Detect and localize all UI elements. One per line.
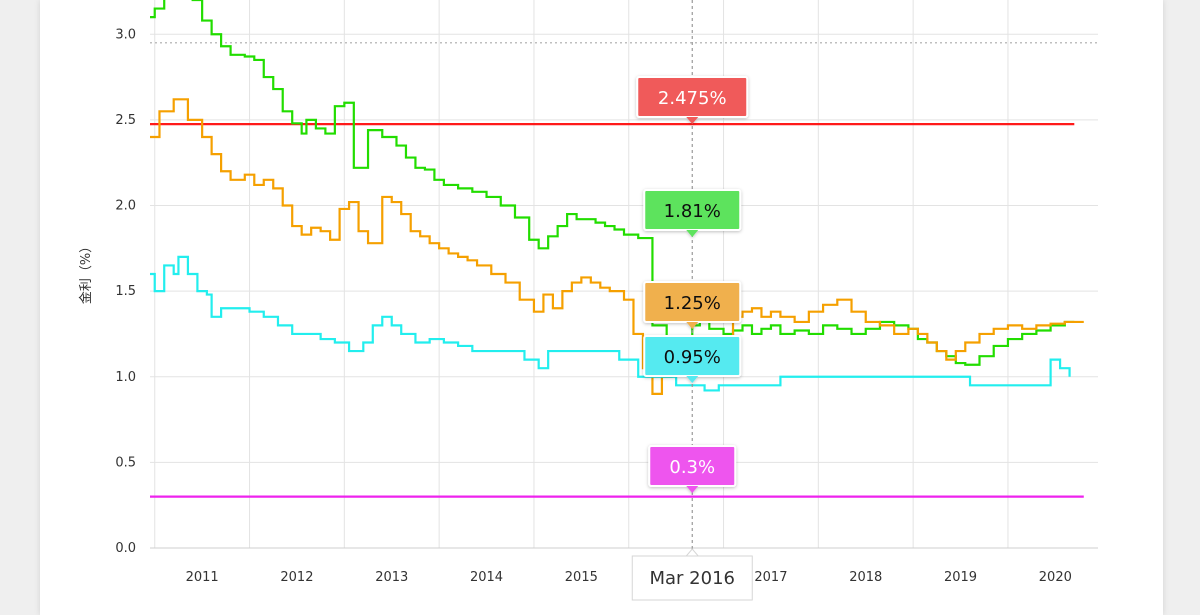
tooltip-pointer xyxy=(686,230,699,237)
x-tick-label: 2011 xyxy=(186,570,219,585)
tooltip-value: 2.475% xyxy=(658,88,727,109)
y-tick-label: 0.0 xyxy=(115,541,136,556)
rate-line-chart[interactable]: 0.0 0.5 1.0 1.5 2.0 2.5 3.0 2011 2012 2013 2014 201… xyxy=(40,0,1163,615)
x-tick-label: 2019 xyxy=(944,570,977,585)
tooltip-pointer xyxy=(686,486,699,493)
series-line-2[interactable] xyxy=(150,0,1075,370)
series-line-4[interactable] xyxy=(150,255,1071,392)
y-tick-label: 2.5 xyxy=(115,113,136,128)
series-tooltip-2: 1.81% xyxy=(643,189,742,237)
crosshair: Mar 2016 xyxy=(631,0,753,601)
tooltip-value: 0.3% xyxy=(669,457,715,478)
crosshair-date-label: Mar 2016 xyxy=(650,568,736,589)
crosshair-date-pointer xyxy=(685,548,700,557)
y-tick-label: 1.5 xyxy=(115,284,136,299)
x-tick-label: 2018 xyxy=(849,570,882,585)
grid xyxy=(150,0,1098,549)
y-tick-label: 1.0 xyxy=(115,370,136,385)
y-tick-label: 0.5 xyxy=(115,455,136,470)
tooltip-value: 0.95% xyxy=(664,347,721,368)
series-layer xyxy=(150,0,1084,498)
x-tick-label: 2014 xyxy=(470,570,503,585)
x-tick-label: 2013 xyxy=(375,570,408,585)
tooltips: 2.475% 0.3% 1.81% 1.25% 0.95% xyxy=(636,76,749,493)
series-tooltip-0: 2.475% xyxy=(636,76,749,124)
tooltip-value: 1.81% xyxy=(664,201,721,222)
series-tooltip-3: 1.25% xyxy=(643,281,742,329)
y-axis-label: 金利（%） xyxy=(78,240,94,304)
y-tick-label: 2.0 xyxy=(115,199,136,214)
x-tick-label: 2017 xyxy=(754,570,787,585)
x-tick-label: 2020 xyxy=(1039,570,1072,585)
crosshair-date-box xyxy=(631,555,753,601)
chart-card: 0.0 0.5 1.0 1.5 2.0 2.5 3.0 2011 2012 2013 2014 201… xyxy=(40,0,1163,615)
axes: 0.0 0.5 1.0 1.5 2.0 2.5 3.0 2011 2012 2013 2014 201… xyxy=(115,27,1098,585)
tooltip-value: 1.25% xyxy=(664,293,721,314)
series-line-3[interactable] xyxy=(150,98,1084,395)
tooltip-pointer xyxy=(686,376,699,383)
y-tick-label: 3.0 xyxy=(115,27,136,42)
x-tick-label: 2012 xyxy=(280,570,313,585)
x-tick-label: 2015 xyxy=(565,570,598,585)
tooltip-pointer xyxy=(686,117,699,124)
tooltip-pointer xyxy=(686,322,699,329)
series-tooltip-4: 0.95% xyxy=(643,335,742,383)
series-tooltip-1: 0.3% xyxy=(648,445,737,493)
